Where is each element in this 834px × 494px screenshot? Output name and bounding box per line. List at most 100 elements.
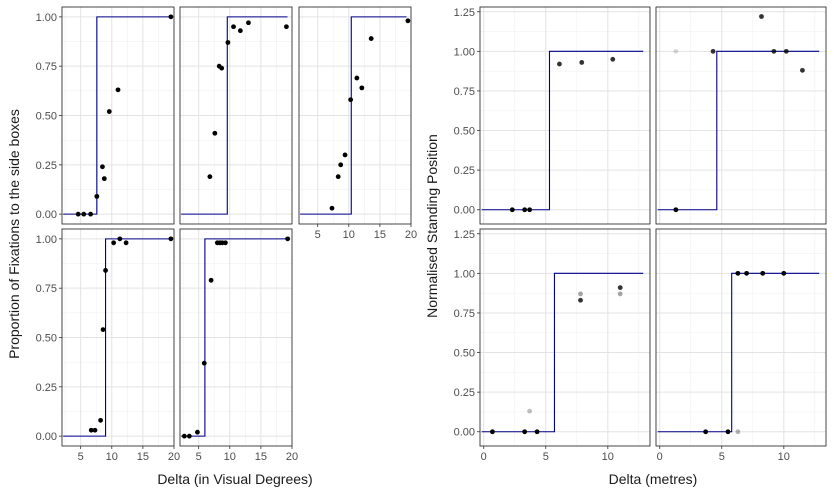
data-point xyxy=(534,429,540,435)
data-point xyxy=(578,291,583,297)
x-tick-label: 5 xyxy=(543,451,549,463)
data-point xyxy=(284,24,289,30)
y-tick-label: 0.00 xyxy=(454,427,475,439)
threshold-step-line xyxy=(481,272,644,433)
data-point xyxy=(800,67,805,73)
threshold-step-line xyxy=(181,238,288,437)
x-tick-label: 20 xyxy=(168,451,180,463)
data-point xyxy=(610,56,616,62)
data-point xyxy=(522,429,528,435)
x-tick-label: 15 xyxy=(255,451,267,463)
data-point xyxy=(490,429,495,435)
panel-border xyxy=(179,6,293,225)
right-y-axis-label: Normalised Standing Position xyxy=(424,134,440,318)
y-tick-label: 0.75 xyxy=(454,308,475,320)
data-point xyxy=(354,75,360,81)
y-tick-label: 0.50 xyxy=(454,126,475,138)
data-point xyxy=(168,14,174,20)
data-point xyxy=(231,24,236,30)
data-point xyxy=(100,327,106,333)
data-point xyxy=(368,36,374,41)
x-tick-label: 10 xyxy=(343,229,355,241)
right-panel-4: 0 5 10 xyxy=(655,228,827,463)
left-panel-5: 5 10 15 20 xyxy=(179,228,298,463)
x-tick-label: 0 xyxy=(481,451,487,463)
data-point xyxy=(98,417,103,423)
data-point xyxy=(783,48,789,54)
y-tick-label: 0.00 xyxy=(36,431,57,443)
data-point xyxy=(106,109,112,114)
data-point xyxy=(100,164,105,170)
panel-background xyxy=(480,229,650,446)
left-x-axis-label: Delta (in Visual Degrees) xyxy=(157,471,312,487)
data-point xyxy=(579,60,585,65)
x-tick-label: 20 xyxy=(286,451,298,463)
panel-background xyxy=(480,7,650,224)
y-tick-label: 0.75 xyxy=(454,86,475,98)
data-point xyxy=(348,97,354,103)
right-panel-1: 0.00 0.25 0.50 0.75 1.00 1.25 xyxy=(454,6,651,225)
data-point xyxy=(673,207,679,213)
data-point xyxy=(246,20,251,26)
data-point xyxy=(219,65,225,71)
data-point xyxy=(338,162,344,168)
y-tick-label: 0.50 xyxy=(36,111,57,123)
data-point xyxy=(342,152,348,158)
data-point xyxy=(527,207,533,213)
data-point xyxy=(115,87,121,93)
data-point xyxy=(578,297,583,303)
data-point xyxy=(237,28,243,34)
data-point xyxy=(225,40,231,45)
data-point xyxy=(285,236,291,242)
data-point xyxy=(223,240,228,246)
threshold-step-line xyxy=(300,16,407,215)
panel-background xyxy=(656,7,826,224)
data-point xyxy=(509,207,515,213)
data-point xyxy=(335,174,341,180)
threshold-step-line xyxy=(657,272,820,433)
y-tick-label: 1.00 xyxy=(454,268,475,280)
data-point xyxy=(617,285,623,291)
data-point xyxy=(673,48,679,54)
data-point xyxy=(123,240,129,246)
data-point xyxy=(168,236,174,242)
data-point xyxy=(103,268,108,273)
left-panel-3: 5 10 15 20 xyxy=(298,6,417,241)
data-point xyxy=(710,48,716,54)
x-tick-label: 5 xyxy=(315,229,321,241)
x-tick-label: 15 xyxy=(137,451,149,463)
data-point xyxy=(94,193,100,199)
panel-background xyxy=(656,229,826,446)
left-panel-1: 0.00 0.25 0.50 0.75 1.00 xyxy=(36,6,175,225)
panel-border xyxy=(179,228,293,447)
y-tick-label: 0.25 xyxy=(454,387,475,399)
data-point xyxy=(405,18,411,24)
x-tick-label: 20 xyxy=(405,229,417,241)
y-tick-label: 0.00 xyxy=(36,209,57,221)
y-tick-label: 0.25 xyxy=(36,160,57,172)
y-tick-label: 1.25 xyxy=(454,7,475,19)
y-tick-label: 0.75 xyxy=(36,61,57,73)
data-point xyxy=(75,211,81,217)
panel-border xyxy=(479,6,651,225)
data-point xyxy=(781,270,787,276)
data-point xyxy=(617,291,623,297)
data-point xyxy=(359,85,365,91)
threshold-step-line xyxy=(63,238,170,437)
y-tick-label: 0.25 xyxy=(454,165,475,177)
data-point xyxy=(725,429,731,435)
y-tick-label: 1.00 xyxy=(36,12,57,24)
x-tick-label: 10 xyxy=(778,451,790,463)
data-point xyxy=(207,174,213,180)
x-tick-label: 5 xyxy=(78,451,84,463)
right-panel-3: 0.00 0.25 0.50 0.75 1.00 1.25 0 5 10 xyxy=(454,228,651,463)
data-point xyxy=(760,270,766,276)
data-point xyxy=(557,61,562,67)
x-tick-label: 10 xyxy=(224,451,236,463)
x-tick-label: 5 xyxy=(196,451,202,463)
left-y-axis-label: Proportion of Fixations to the side boxe… xyxy=(6,109,22,359)
panel-border xyxy=(479,228,651,447)
x-tick-label: 0 xyxy=(657,451,663,463)
y-tick-label: 0.00 xyxy=(454,205,475,217)
data-point xyxy=(81,211,87,217)
